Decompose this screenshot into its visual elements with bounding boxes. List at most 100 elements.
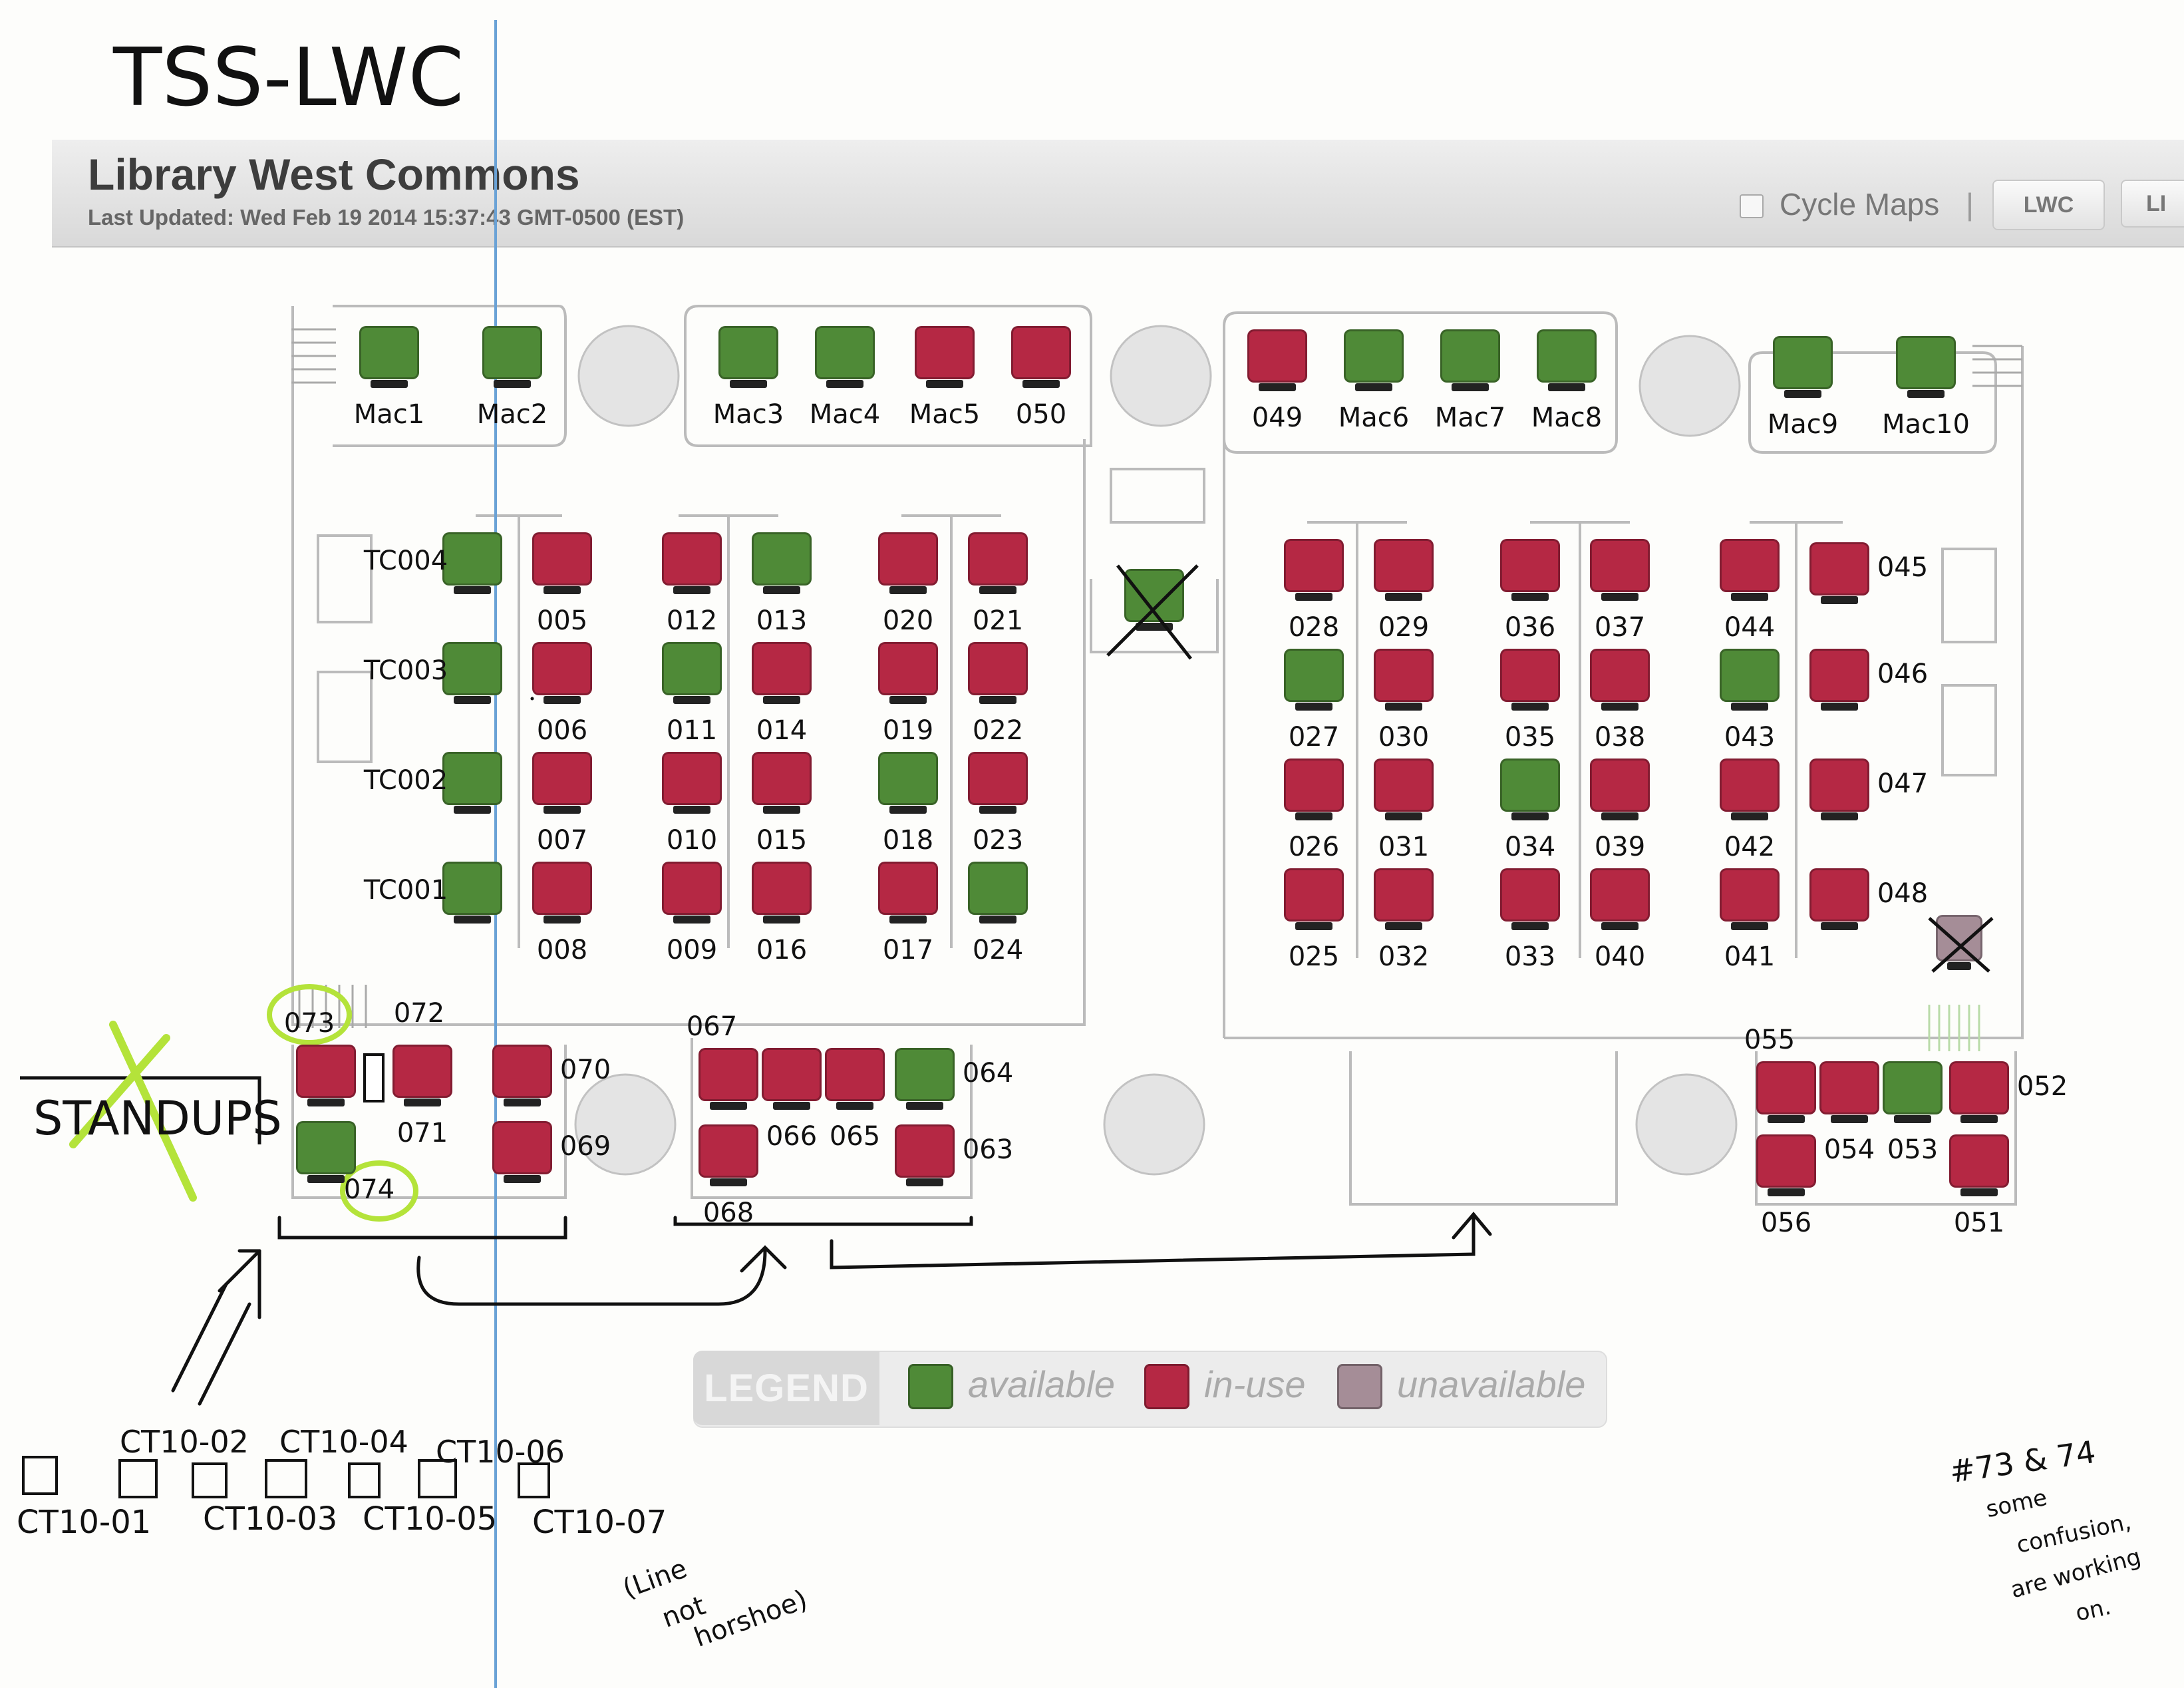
station-tc001[interactable] — [442, 862, 502, 924]
station-029[interactable] — [1374, 539, 1434, 601]
station-055[interactable] — [1756, 1061, 1816, 1123]
station-mac4[interactable] — [815, 326, 875, 388]
standups-label: STANDUPS — [33, 1091, 282, 1146]
station-036[interactable] — [1500, 539, 1560, 601]
station-046[interactable] — [1809, 649, 1869, 711]
station-006[interactable] — [532, 642, 592, 704]
station-012[interactable] — [662, 532, 722, 594]
cycle-maps-checkbox[interactable] — [1740, 194, 1764, 218]
station-label: 014 — [756, 715, 808, 746]
station-032[interactable] — [1374, 868, 1434, 930]
station-008[interactable] — [532, 862, 592, 924]
standup-box-072 — [363, 1053, 385, 1102]
tab-lwc[interactable]: LWC — [1992, 180, 2105, 230]
station-mac10[interactable] — [1896, 336, 1956, 398]
station-mac8[interactable] — [1537, 329, 1597, 391]
station-007[interactable] — [532, 752, 592, 814]
station-056[interactable] — [1756, 1134, 1816, 1196]
cycle-maps-label[interactable]: Cycle Maps — [1780, 187, 1940, 222]
station-label: 026 — [1288, 832, 1340, 862]
station-066[interactable] — [762, 1048, 822, 1110]
station-label: 017 — [882, 935, 934, 965]
station-068[interactable] — [699, 1124, 758, 1186]
green-ramp — [1928, 1005, 1980, 1051]
station-024[interactable] — [968, 862, 1028, 924]
station-026[interactable] — [1284, 759, 1344, 820]
station-048[interactable] — [1809, 868, 1869, 930]
station-018[interactable] — [878, 752, 938, 814]
station-mac6[interactable] — [1344, 329, 1404, 391]
station-063[interactable] — [895, 1124, 955, 1186]
ct-label-03: CT10-03 — [203, 1500, 338, 1538]
station-019[interactable] — [878, 642, 938, 704]
station-005[interactable] — [532, 532, 592, 594]
station-tc003[interactable] — [442, 642, 502, 704]
station-051[interactable] — [1949, 1134, 2009, 1196]
station-052[interactable] — [1949, 1061, 2009, 1123]
station-028[interactable] — [1284, 539, 1344, 601]
station-label: Mac9 — [1767, 409, 1839, 440]
station-030[interactable] — [1374, 649, 1434, 711]
station-label: 025 — [1288, 941, 1340, 972]
station-065[interactable] — [825, 1048, 885, 1110]
station-071[interactable] — [392, 1045, 452, 1106]
station-035[interactable] — [1500, 649, 1560, 711]
station-009[interactable] — [662, 862, 722, 924]
station-053[interactable] — [1883, 1061, 1943, 1123]
station-037[interactable] — [1590, 539, 1650, 601]
station-tc004[interactable] — [442, 532, 502, 594]
station-067[interactable] — [699, 1048, 758, 1110]
station-label: TC002 — [363, 765, 448, 796]
station-064[interactable] — [895, 1048, 955, 1110]
station-mac2[interactable] — [482, 326, 542, 388]
station-010[interactable] — [662, 752, 722, 814]
station-027[interactable] — [1284, 649, 1344, 711]
station-031[interactable] — [1374, 759, 1434, 820]
legend-unavailable-swatch — [1337, 1364, 1382, 1409]
station-013[interactable] — [752, 532, 812, 594]
station-069[interactable] — [492, 1121, 552, 1183]
station-tc002[interactable] — [442, 752, 502, 814]
ct-label-07: CT10-07 — [532, 1504, 667, 1541]
station-039[interactable] — [1590, 759, 1650, 820]
station-054[interactable] — [1819, 1061, 1879, 1123]
station-045[interactable] — [1809, 542, 1869, 604]
station-014[interactable] — [752, 642, 812, 704]
legend-in-use-label: in-use — [1204, 1363, 1306, 1405]
legend-available-swatch — [908, 1364, 953, 1409]
station-mac7[interactable] — [1440, 329, 1500, 391]
station-label: 024 — [972, 935, 1024, 965]
station-044[interactable] — [1720, 539, 1780, 601]
station-015[interactable] — [752, 752, 812, 814]
station-label: Mac5 — [909, 399, 981, 430]
station-050[interactable] — [1011, 326, 1071, 388]
station-040[interactable] — [1590, 868, 1650, 930]
station-073[interactable] — [296, 1045, 356, 1106]
station-041[interactable] — [1720, 868, 1780, 930]
station-070[interactable] — [492, 1045, 552, 1106]
station-label: 064 — [962, 1058, 1014, 1089]
station-label: TC004 — [363, 546, 448, 576]
station-021[interactable] — [968, 532, 1028, 594]
station-074[interactable] — [296, 1121, 356, 1183]
station-047[interactable] — [1809, 759, 1869, 820]
station-020[interactable] — [878, 532, 938, 594]
station-043[interactable] — [1720, 649, 1780, 711]
station-mac9[interactable] — [1773, 336, 1833, 398]
station-025[interactable] — [1284, 868, 1344, 930]
station-mac3[interactable] — [718, 326, 778, 388]
station-016[interactable] — [752, 862, 812, 924]
station-049[interactable] — [1247, 329, 1307, 391]
station-label: 052 — [2016, 1071, 2068, 1102]
station-011[interactable] — [662, 642, 722, 704]
station-022[interactable] — [968, 642, 1028, 704]
station-038[interactable] — [1590, 649, 1650, 711]
station-034[interactable] — [1500, 759, 1560, 820]
station-mac5[interactable] — [915, 326, 975, 388]
station-042[interactable] — [1720, 759, 1780, 820]
station-017[interactable] — [878, 862, 938, 924]
tab-li[interactable]: LI — [2121, 180, 2184, 228]
station-033[interactable] — [1500, 868, 1560, 930]
station-023[interactable] — [968, 752, 1028, 814]
station-mac1[interactable] — [359, 326, 419, 388]
